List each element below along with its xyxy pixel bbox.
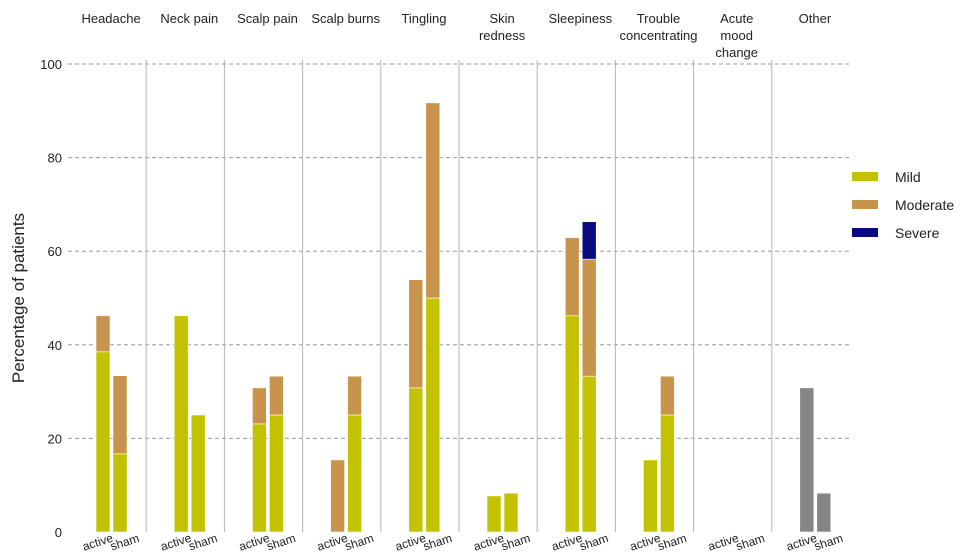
group-label-line: redness <box>479 28 526 43</box>
group-label: Other <box>799 11 832 26</box>
group-separators <box>145 60 773 532</box>
legend-label-severe: Severe <box>895 225 940 241</box>
bar-segment-mild-sham <box>503 492 519 533</box>
y-tick-labels: 0 20 40 60 80 100 <box>40 57 62 540</box>
y-tick-label: 0 <box>55 525 62 540</box>
bar-segment-mild-sham <box>112 453 128 533</box>
y-tick-label: 60 <box>48 244 62 259</box>
group-label: Neck pain <box>160 11 218 26</box>
bar-segment-mild-active <box>173 315 189 533</box>
group-label-line: mood <box>720 28 753 43</box>
bar-segment-moderate-active <box>564 237 580 317</box>
bar-segment-severe-sham <box>581 221 597 260</box>
group-label: Skin redness <box>479 11 526 43</box>
x-tick-label-sham: sham <box>578 531 610 553</box>
group-label-line: Acute <box>720 11 753 26</box>
group-label-line: concentrating <box>619 28 697 43</box>
group-label-line: Scalp pain <box>237 11 298 26</box>
bar-segment-mild-sham <box>660 414 675 533</box>
group-label: Headache <box>81 11 140 26</box>
x-tick-label-sham: sham <box>187 531 219 553</box>
bar-segment-mild-active <box>408 387 424 533</box>
gridlines <box>68 63 850 439</box>
bar-segment-mild-sham <box>425 297 441 533</box>
group-label: Scalp burns <box>311 11 380 26</box>
y-axis-label: Percentage of patients <box>9 213 28 383</box>
y-tick-label: 20 <box>48 431 62 446</box>
bar-segment-moderate-active <box>408 279 424 389</box>
bar-segment-moderate-sham <box>581 258 597 377</box>
group-label: Acute mood change <box>715 11 758 60</box>
bar-segment-moderate-sham <box>269 375 284 416</box>
bar-segment-other-active <box>799 387 815 533</box>
bar-segment-mild-sham <box>347 414 362 533</box>
legend-swatch-mild <box>852 172 878 181</box>
x-tick-label-sham: sham <box>734 531 766 553</box>
y-tick-label: 100 <box>40 57 62 72</box>
group-label: Tingling <box>401 11 446 26</box>
x-tick-label-sham: sham <box>812 531 844 553</box>
group-label: Trouble concentrating <box>619 11 697 43</box>
legend-swatch-moderate <box>852 200 878 209</box>
bar-segment-mild-sham <box>190 414 206 533</box>
x-tick-label-sham: sham <box>265 531 297 553</box>
bar-segment-moderate-active <box>330 459 345 533</box>
group-label-line: Trouble <box>637 11 681 26</box>
group-label-line: Other <box>799 11 832 26</box>
bar-segment-other-sham <box>816 492 832 533</box>
bar-segment-moderate-sham <box>660 375 675 416</box>
bars <box>95 102 832 533</box>
bar-segment-mild-active <box>486 495 502 533</box>
group-label-line: change <box>715 45 758 60</box>
legend: Mild Moderate Severe <box>852 169 954 241</box>
bar-segment-moderate-sham <box>425 102 441 299</box>
group-labels: Headache Neck pain Scalp pain Scalp burns Ti… <box>81 11 831 60</box>
group-label-line: Headache <box>81 11 140 26</box>
x-tick-label-sham: sham <box>421 531 453 553</box>
x-tick-label-sham: sham <box>109 531 141 553</box>
group-label-line: Sleepiness <box>548 11 612 26</box>
y-tick-label: 80 <box>48 151 62 166</box>
group-label-line: Scalp burns <box>311 11 380 26</box>
bar-segment-mild-active <box>643 459 658 533</box>
group-label-line: Tingling <box>401 11 446 26</box>
bar-segment-mild-sham <box>581 375 597 533</box>
x-tick-label-sham: sham <box>500 531 532 553</box>
bar-segment-mild-active <box>564 315 580 533</box>
bar-segment-mild-sham <box>269 414 284 533</box>
bar-segment-moderate-sham <box>347 375 362 416</box>
bar-segment-mild-active <box>95 351 111 533</box>
legend-swatch-severe <box>852 228 878 237</box>
group-label: Sleepiness <box>548 11 612 26</box>
bar-segment-moderate-active <box>95 315 111 353</box>
bar-segment-mild-active <box>252 423 267 533</box>
bar-segment-moderate-sham <box>112 375 128 455</box>
legend-label-moderate: Moderate <box>895 197 954 213</box>
x-tick-label-sham: sham <box>343 531 375 553</box>
y-tick-label: 40 <box>48 338 62 353</box>
group-label-line: Neck pain <box>160 11 218 26</box>
group-label: Scalp pain <box>237 11 298 26</box>
x-tick-label-sham: sham <box>656 531 688 553</box>
legend-label-mild: Mild <box>895 169 921 185</box>
group-label-line: Skin <box>489 11 514 26</box>
bar-segment-moderate-active <box>252 387 267 425</box>
